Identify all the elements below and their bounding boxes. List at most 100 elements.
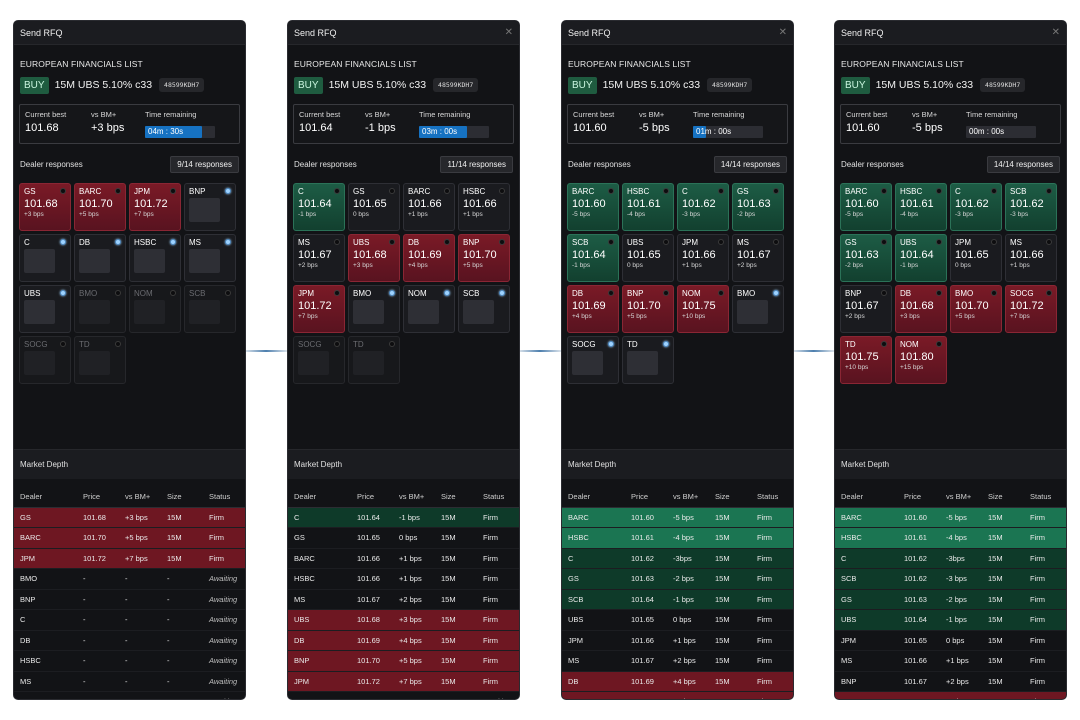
table-row[interactable]: C - - - Awaiting [14, 610, 245, 631]
table-row[interactable]: BMO - - - Awaiting [288, 692, 519, 699]
column-header[interactable]: Price [904, 492, 922, 501]
dealer-card-gs[interactable]: GS 101.68 +3 bps [19, 183, 71, 231]
dealer-card-bnp[interactable]: BNP 101.70 +5 bps [458, 234, 510, 282]
table-row[interactable]: BARC 101.70 +5 bps 15M Firm [14, 528, 245, 549]
dealer-card-bmo[interactable]: BMO [74, 285, 126, 333]
table-row[interactable]: BNP 101.70 +5 bps 15M Firm [288, 651, 519, 672]
close-icon[interactable]: ✕ [1051, 27, 1060, 38]
table-row[interactable]: GS 101.63 -2 bps 15M Firm [562, 569, 793, 590]
dealer-card-jpm[interactable]: JPM 101.66 +1 bps [677, 234, 729, 282]
dealer-card-socg[interactable]: SOCG [293, 336, 345, 384]
table-row[interactable]: BNP - - - Awaiting [14, 590, 245, 610]
table-row[interactable]: BMO - - - Awaiting [14, 569, 245, 590]
isin-badge[interactable]: 48599KDH7 [159, 78, 205, 92]
table-row[interactable]: BARC 101.60 -5 bps 15M Firm [835, 507, 1066, 528]
dealer-card-c[interactable]: C 101.62 -3 bps [677, 183, 729, 231]
column-header[interactable]: Dealer [20, 492, 43, 501]
table-row[interactable]: MS 101.67 +2 bps 15M Firm [562, 651, 793, 672]
column-header[interactable]: Price [83, 492, 101, 501]
table-row[interactable]: MS - - - Awaiting [14, 672, 245, 692]
table-row[interactable]: HSBC 101.61 -4 bps 15M Firm [835, 528, 1066, 549]
dealer-card-ms[interactable]: MS 101.66 +1 bps [1005, 234, 1057, 282]
dealer-card-ubs[interactable]: UBS 101.68 +3 bps [348, 234, 400, 282]
dealer-card-bmo[interactable]: BMO [348, 285, 400, 333]
dealer-card-ubs[interactable]: UBS 101.64 -1 bps [895, 234, 947, 282]
table-row[interactable]: UBS 101.68 +3 bps 15M Firm [288, 610, 519, 631]
column-header[interactable]: Size [988, 492, 1003, 501]
table-row[interactable]: GS 101.68 +3 bps 15M Firm [14, 507, 245, 528]
dealer-card-gs[interactable]: GS 101.63 -2 bps [840, 234, 892, 282]
isin-badge[interactable]: 48599KDH7 [433, 78, 479, 92]
isin-badge[interactable]: 48599KDH7 [980, 78, 1026, 92]
column-header[interactable]: vs BM+ [946, 492, 972, 501]
dealer-card-ubs[interactable]: UBS 101.65 0 bps [622, 234, 674, 282]
dealer-card-hsbc[interactable]: HSBC [129, 234, 181, 282]
dealer-card-scb[interactable]: SCB [184, 285, 236, 333]
close-icon[interactable]: ✕ [778, 27, 787, 38]
column-header[interactable]: vs BM+ [399, 492, 425, 501]
table-row[interactable]: BARC 101.60 -5 bps 15M Firm [562, 507, 793, 528]
table-row[interactable]: JPM 101.72 +7 bps 15M Firm [14, 548, 245, 569]
dealer-card-bmo[interactable]: BMO [732, 285, 784, 333]
table-row[interactable]: JPM 101.66 +1 bps 15M Firm [562, 631, 793, 651]
dealer-card-socg[interactable]: SOCG [19, 336, 71, 384]
table-row[interactable]: JPM 101.72 +7 bps 15M Firm [288, 671, 519, 692]
column-header[interactable]: vs BM+ [125, 492, 151, 501]
dealer-card-ms[interactable]: MS [184, 234, 236, 282]
column-header[interactable]: Status [1030, 492, 1052, 501]
dealer-card-nom[interactable]: NOM [403, 285, 455, 333]
dealer-card-ubs[interactable]: UBS [19, 285, 71, 333]
dealer-card-bnp[interactable]: BNP 101.67 +2 bps [840, 285, 892, 333]
table-row[interactable]: BNP 101.67 +2 bps 15M Firm [835, 672, 1066, 692]
responses-count-badge[interactable]: 14/14 responses [986, 156, 1060, 173]
dealer-card-hsbc[interactable]: HSBC 101.66 +1 bps [458, 183, 510, 231]
dealer-card-td[interactable]: TD 101.75 +10 bps [840, 336, 892, 384]
table-row[interactable]: DB 101.68 +3 bps 15M Firm [835, 692, 1066, 699]
dealer-card-td[interactable]: TD [622, 336, 674, 384]
dealer-card-scb[interactable]: SCB 101.62 -3 bps [1005, 183, 1057, 231]
table-row[interactable]: SCB 101.62 -3 bps 15M Firm [835, 569, 1066, 590]
column-header[interactable]: Status [483, 492, 505, 501]
responses-count-badge[interactable]: 14/14 responses [713, 156, 787, 173]
column-header[interactable]: Status [209, 492, 231, 501]
table-row[interactable]: DB - - - Awaiting [14, 631, 245, 651]
dealer-card-gs[interactable]: GS 101.65 0 bps [348, 183, 400, 231]
dealer-card-barc[interactable]: BARC 101.60 -5 bps [567, 183, 619, 231]
table-row[interactable]: GS 101.63 -2 bps 15M Firm [835, 589, 1066, 610]
column-header[interactable]: Dealer [568, 492, 591, 501]
table-row[interactable]: NOM - - - Awaiting [14, 692, 245, 699]
column-header[interactable]: Price [357, 492, 375, 501]
dealer-card-jpm[interactable]: JPM 101.65 0 bps [950, 234, 1002, 282]
dealer-card-td[interactable]: TD [348, 336, 400, 384]
dealer-card-scb[interactable]: SCB 101.64 -1 bps [567, 234, 619, 282]
dealer-card-c[interactable]: C 101.64 -1 bps [293, 183, 345, 231]
table-row[interactable]: C 101.64 -1 bps 15M Firm [288, 507, 519, 528]
column-header[interactable]: Size [167, 492, 182, 501]
table-row[interactable]: HSBC - - - Awaiting [14, 651, 245, 672]
table-row[interactable]: C 101.62 -3bps 15M Firm [562, 548, 793, 569]
dealer-card-scb[interactable]: SCB [458, 285, 510, 333]
table-row[interactable]: UBS 101.65 0 bps 15M Firm [562, 610, 793, 631]
table-row[interactable]: C 101.62 -3bps 15M Firm [835, 548, 1066, 569]
dealer-card-c[interactable]: C [19, 234, 71, 282]
dealer-card-nom[interactable]: NOM [129, 285, 181, 333]
dealer-card-db[interactable]: DB [74, 234, 126, 282]
dealer-card-c[interactable]: C 101.62 -3 bps [950, 183, 1002, 231]
dealer-card-bmo[interactable]: BMO 101.70 +5 bps [950, 285, 1002, 333]
dealer-card-nom[interactable]: NOM 101.75 +10 bps [677, 285, 729, 333]
dealer-card-jpm[interactable]: JPM 101.72 +7 bps [293, 285, 345, 333]
responses-count-badge[interactable]: 9/14 responses [170, 156, 239, 173]
dealer-card-hsbc[interactable]: HSBC 101.61 -4 bps [895, 183, 947, 231]
table-row[interactable]: GS 101.65 0 bps 15M Firm [288, 528, 519, 549]
table-row[interactable]: BARC 101.66 +1 bps 15M Firm [288, 549, 519, 569]
table-row[interactable]: JPM 101.65 0 bps 15M Firm [835, 631, 1066, 651]
table-row[interactable]: HSBC 101.66 +1 bps 15M Firm [288, 569, 519, 590]
dealer-card-barc[interactable]: BARC 101.66 +1 bps [403, 183, 455, 231]
dealer-card-db[interactable]: DB 101.69 +4 bps [567, 285, 619, 333]
column-header[interactable]: Price [631, 492, 649, 501]
table-row[interactable]: UBS 101.64 -1 bps 15M Firm [835, 610, 1066, 631]
table-row[interactable]: HSBC 101.61 -4 bps 15M Firm [562, 528, 793, 549]
dealer-card-bnp[interactable]: BNP [184, 183, 236, 231]
column-header[interactable]: Size [715, 492, 730, 501]
dealer-card-ms[interactable]: MS 101.67 +2 bps [293, 234, 345, 282]
